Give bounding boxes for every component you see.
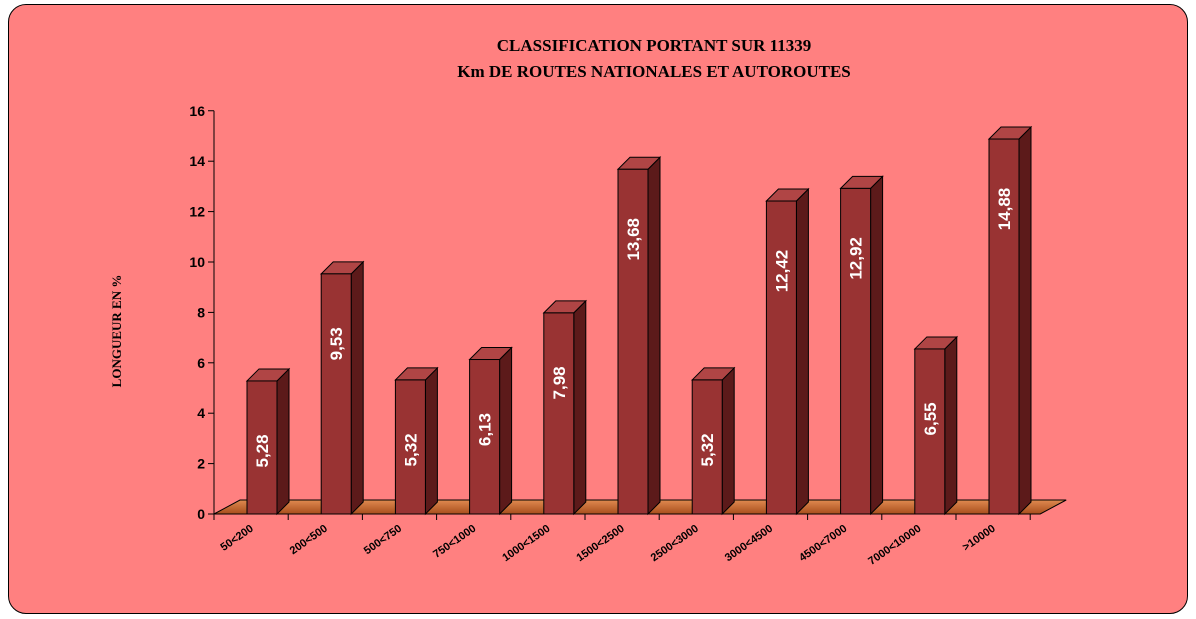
x-tick-label: 750<1000 (431, 523, 478, 561)
y-tick-label: 2 (197, 456, 205, 472)
chart-title-line-1: CLASSIFICATION PORTANT SUR 11339 (497, 36, 811, 55)
y-tick-label: 12 (189, 204, 205, 220)
x-tick-label: 1000<1500 (500, 523, 552, 565)
bar (542, 299, 588, 516)
bar-front (246, 380, 278, 515)
bar (245, 367, 291, 516)
x-tick-label: 7000<10000 (866, 523, 923, 568)
x-tick-label: 200<500 (288, 523, 330, 558)
bar (765, 187, 810, 516)
y-tick-label: 14 (189, 153, 205, 169)
x-tick-label: 2500<3000 (649, 523, 701, 565)
y-tick-label: 6 (197, 355, 205, 371)
bar-front (691, 379, 723, 515)
x-tick-label: 3000<4500 (723, 523, 775, 565)
bar (839, 175, 884, 516)
bar-side (276, 367, 290, 516)
bar-value-label: 5,28 (253, 434, 272, 467)
x-tick-label: 500<750 (362, 523, 404, 558)
bar-value-label: 13,68 (624, 218, 643, 261)
bar-side (499, 346, 513, 516)
y-axis-label: LONGUEUR EN % (109, 275, 124, 388)
bar-value-label: 6,13 (476, 413, 495, 446)
bar-side (870, 175, 884, 516)
bar-value-label: 9,53 (327, 327, 346, 360)
bar-value-label: 5,32 (401, 433, 420, 466)
y-tick-label: 16 (189, 103, 205, 119)
x-tick-label: >10000 (961, 523, 998, 554)
chart-title-line-2: Km DE ROUTES NATIONALES ET AUTOROUTES (457, 62, 850, 81)
x-tick-label: 4500<7000 (797, 523, 849, 565)
bar-side (647, 156, 661, 516)
bar-front (617, 168, 649, 515)
bar-value-label: 7,98 (550, 366, 569, 399)
bar-value-label: 12,42 (772, 250, 791, 293)
bar (394, 366, 439, 516)
y-tick-label: 0 (197, 506, 205, 522)
bar (616, 156, 662, 516)
bar-value-label: 6,55 (921, 402, 940, 435)
y-tick-label: 10 (189, 254, 205, 270)
x-tick-label: 50<200 (219, 523, 256, 554)
bar (690, 366, 736, 516)
bar-front (469, 359, 501, 515)
bar-side (721, 366, 735, 516)
bar-front (394, 379, 426, 515)
bar-value-label: 5,32 (698, 433, 717, 466)
bar (913, 335, 959, 516)
y-tick-label: 8 (197, 304, 205, 320)
bar-value-label: 14,88 (995, 188, 1014, 231)
bar-front (320, 273, 352, 515)
bar-side (1018, 125, 1032, 516)
bar-front (988, 138, 1020, 515)
bar-side (944, 335, 958, 516)
y-tick-label: 4 (197, 405, 205, 421)
bar-side (795, 187, 809, 516)
bar-side (573, 299, 587, 516)
bar (987, 125, 1033, 516)
bar-front (543, 312, 575, 515)
bar-chart: CLASSIFICATION PORTANT SUR 11339 Km DE R… (109, 36, 1067, 568)
bar-side (350, 260, 364, 516)
bar-side (424, 366, 438, 516)
bar (468, 346, 513, 516)
chart-frame: CLASSIFICATION PORTANT SUR 11339 Km DE R… (8, 4, 1188, 614)
bar-front (765, 200, 797, 515)
bar-value-label: 12,92 (847, 237, 866, 280)
bar (319, 260, 365, 516)
bar-front (840, 187, 872, 515)
bar-front (914, 348, 946, 515)
x-tick-label: 1500<2500 (574, 523, 626, 565)
